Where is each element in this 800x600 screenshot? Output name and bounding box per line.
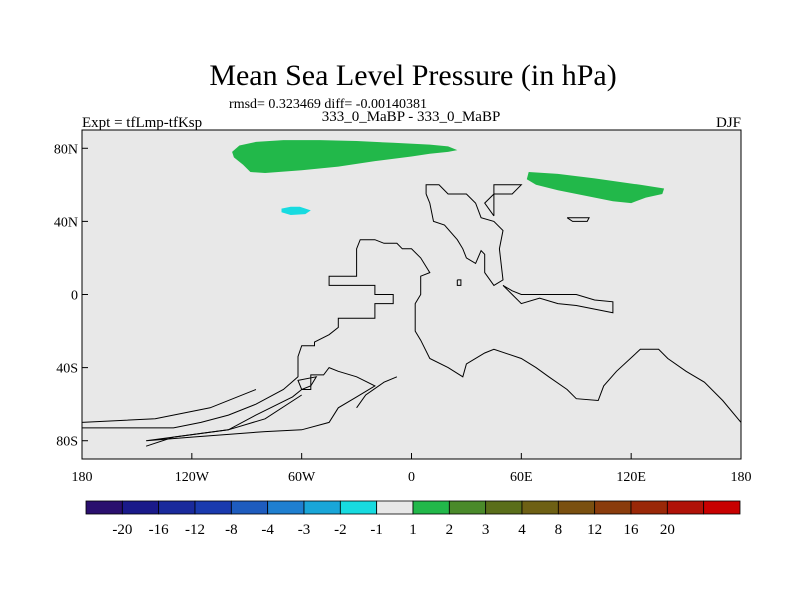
coastline-10	[456, 279, 462, 286]
x-tick-label: 0	[408, 470, 415, 485]
colorbar-swatch	[230, 500, 269, 515]
colorbar-label: 20	[660, 522, 675, 538]
colorbar-label: -16	[149, 522, 169, 538]
x-tick-label: 120E	[616, 470, 646, 485]
colorbar-swatch	[85, 500, 123, 515]
x-tick-label: 60E	[510, 470, 533, 485]
colorbar-label: 16	[624, 522, 640, 538]
coastline-6	[425, 184, 504, 287]
y-tick-label: 80N	[54, 142, 78, 157]
colorbar-swatch	[267, 500, 305, 515]
colorbar-swatch	[666, 500, 705, 515]
coastline-layer	[81, 184, 742, 447]
colorbar-swatch	[339, 500, 378, 515]
colorbar-label: -1	[370, 522, 383, 538]
coastline-5	[81, 389, 257, 423]
colorbar: -20 -16 -12 -8 -4 -3 -2 -1 1 2 3 4 8 12 16 20	[85, 500, 741, 538]
coastline-8	[502, 284, 614, 314]
colorbar-swatch	[485, 500, 523, 515]
colorbar-swatch	[630, 500, 668, 515]
coastline-7	[484, 184, 523, 217]
coastline-9	[566, 217, 590, 222]
x-tick-label: 60W	[288, 470, 316, 485]
coastline-0	[82, 239, 742, 429]
colorbar-label: -20	[112, 522, 132, 538]
colorbar-swatch	[121, 500, 160, 515]
colorbar-label: -3	[298, 522, 311, 538]
period-label: 333_0_MaBP - 333_0_MaBP	[322, 109, 501, 125]
colorbar-label: -4	[261, 522, 274, 538]
anomaly-midlatitude-negative	[281, 206, 311, 215]
experiment-label: Expt = tfLmp-tfKsp	[82, 115, 202, 131]
colorbar-swatch	[703, 500, 741, 515]
colorbar-swatch	[521, 500, 559, 515]
season-label: DJF	[716, 115, 741, 131]
anomaly-layer	[232, 140, 665, 215]
x-tick-label: 120W	[175, 470, 210, 485]
coastline-3	[297, 376, 318, 390]
anomaly-north-pacific-east-positive	[526, 172, 665, 204]
chart-title: Mean Sea Level Pressure (in hPa)	[209, 59, 616, 92]
colorbar-label: -8	[225, 522, 238, 538]
x-tick-label: 180	[72, 470, 93, 485]
colorbar-swatch	[194, 500, 232, 515]
colorbar-label: -2	[334, 522, 347, 538]
colorbar-label: -12	[185, 522, 205, 538]
y-tick-label: 0	[71, 289, 78, 304]
colorbar-swatch	[557, 500, 596, 515]
colorbar-swatch	[448, 500, 487, 515]
coastline-4	[356, 376, 398, 409]
colorbar-swatch	[376, 500, 414, 515]
colorbar-label: 3	[482, 522, 490, 538]
colorbar-label: 4	[518, 522, 526, 538]
colorbar-label: 2	[446, 522, 454, 538]
colorbar-label: 1	[409, 522, 417, 538]
coastline-2	[145, 394, 302, 447]
colorbar-swatch	[412, 500, 450, 515]
coastline-1	[146, 366, 376, 442]
colorbar-swatch	[158, 500, 196, 515]
map-background	[82, 130, 741, 459]
colorbar-swatch	[594, 500, 632, 515]
colorbar-swatch	[303, 500, 341, 515]
x-tick-label: 180	[731, 470, 752, 485]
axis-layer: 180 120W 60W 0 60E 120E 180 80N 40N 0 40S 80S	[54, 142, 752, 485]
y-tick-label: 80S	[56, 435, 78, 450]
anomaly-north-atlantic-positive	[232, 140, 458, 173]
colorbar-label: 12	[587, 522, 602, 538]
y-tick-label: 40S	[56, 362, 78, 377]
chart-subtitle: rmsd= 0.323469 diff= -0.00140381	[229, 97, 427, 112]
colorbar-label: 8	[555, 522, 563, 538]
y-tick-label: 40N	[54, 215, 78, 230]
